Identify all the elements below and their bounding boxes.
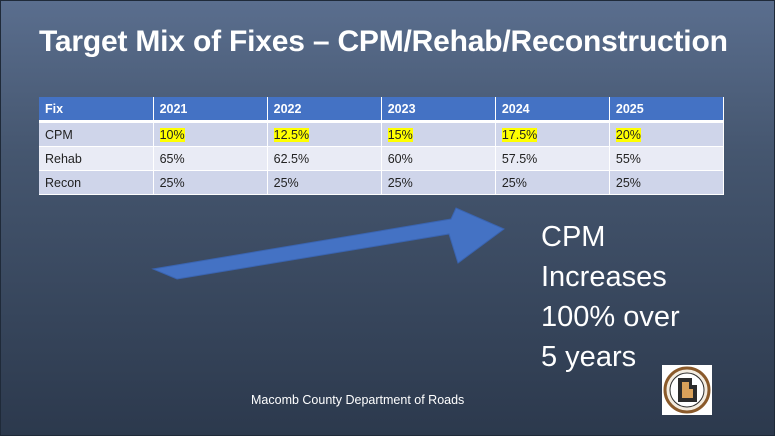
table-header-row: Fix 2021 2022 2023 2024 2025 xyxy=(39,97,725,123)
table-cell: 10% xyxy=(153,121,268,147)
header-2021: 2021 xyxy=(153,97,268,123)
table-cell: 15% xyxy=(381,121,496,147)
slide-title: Target Mix of Fixes – CPM/Rehab/Reconstr… xyxy=(39,25,728,58)
county-logo-icon xyxy=(662,365,712,415)
table-row-rehab: Rehab 65% 62.5% 60% 57.5% 55% xyxy=(39,146,725,171)
table-cell: 25% xyxy=(495,170,610,195)
header-2025: 2025 xyxy=(609,97,725,123)
footer-text: Macomb County Department of Roads xyxy=(251,393,465,407)
table-cell: 65% xyxy=(153,146,268,171)
highlighted-value: 12.5% xyxy=(273,127,310,142)
table-cell: 60% xyxy=(381,146,496,171)
callout-text: CPM Increases 100% over 5 years xyxy=(541,217,680,377)
callout-line: 5 years xyxy=(541,341,637,373)
highlighted-value: 15% xyxy=(387,127,413,142)
table-cell: 17.5% xyxy=(495,121,610,147)
header-fix: Fix xyxy=(39,97,154,123)
table-cell: 25% xyxy=(609,170,725,195)
table-cell: 25% xyxy=(267,170,382,195)
highlighted-value: 10% xyxy=(159,127,185,142)
table-cell: 12.5% xyxy=(267,121,382,147)
row-label: CPM xyxy=(39,121,154,147)
callout-line: 100% over xyxy=(541,301,680,333)
table-cell: 62.5% xyxy=(267,146,382,171)
table-cell: 57.5% xyxy=(495,146,610,171)
header-2022: 2022 xyxy=(267,97,382,123)
header-2024: 2024 xyxy=(495,97,610,123)
fix-mix-table: Fix 2021 2022 2023 2024 2025 CPM 10% 12.… xyxy=(39,97,725,195)
table-row-cpm: CPM 10% 12.5% 15% 17.5% 20% xyxy=(39,121,725,147)
table-row-recon: Recon 25% 25% 25% 25% 25% xyxy=(39,170,725,195)
header-2023: 2023 xyxy=(381,97,496,123)
callout-line: Increases xyxy=(541,261,667,293)
row-label: Rehab xyxy=(39,146,154,171)
table-cell: 20% xyxy=(609,121,725,147)
callout-line: CPM xyxy=(541,221,606,253)
highlighted-value: 20% xyxy=(615,127,641,142)
table-cell: 25% xyxy=(381,170,496,195)
row-label: Recon xyxy=(39,170,154,195)
table-cell: 25% xyxy=(153,170,268,195)
table-cell: 55% xyxy=(609,146,725,171)
highlighted-value: 17.5% xyxy=(501,127,538,142)
